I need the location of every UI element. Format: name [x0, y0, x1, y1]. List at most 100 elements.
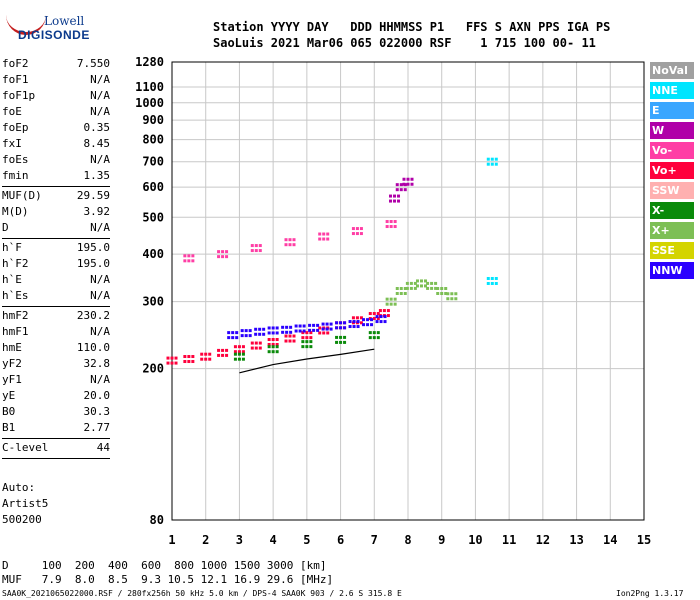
- data-point: [386, 309, 390, 313]
- data-point: [312, 328, 316, 332]
- data-point: [309, 331, 313, 335]
- data-point: [486, 157, 490, 161]
- data-point: [187, 360, 191, 364]
- data-point: [450, 292, 454, 296]
- data-point: [281, 325, 285, 329]
- data-point: [262, 327, 266, 331]
- data-point: [308, 328, 312, 332]
- data-point: [237, 357, 241, 361]
- data-point: [440, 292, 444, 295]
- data-point: [385, 220, 389, 224]
- param-label: fxI: [2, 137, 22, 150]
- data-point: [217, 255, 221, 259]
- data-point: [329, 322, 333, 326]
- data-point: [231, 336, 235, 340]
- data-point: [399, 287, 403, 290]
- param-row: M(D) 3.92: [2, 204, 110, 220]
- data-point: [383, 315, 387, 319]
- data-point: [454, 297, 458, 301]
- data-point: [444, 287, 448, 290]
- data-point: [275, 326, 279, 330]
- data-point: [329, 327, 333, 331]
- data-point: [250, 244, 254, 248]
- data-point: [419, 279, 423, 283]
- data-point: [486, 162, 490, 166]
- data-point: [385, 302, 389, 306]
- data-point: [426, 281, 430, 285]
- data-point: [191, 360, 195, 364]
- data-point: [415, 284, 419, 288]
- data-point: [322, 237, 326, 241]
- data-point: [305, 345, 309, 349]
- data-point: [490, 157, 494, 161]
- data-point: [254, 346, 258, 350]
- data-point: [494, 276, 498, 280]
- param-label: h`E: [2, 273, 22, 286]
- data-point: [402, 177, 406, 181]
- data-point: [372, 336, 376, 340]
- param-label: C-level: [2, 441, 49, 454]
- data-point: [200, 357, 204, 361]
- data-point: [348, 325, 352, 329]
- data-point: [446, 292, 450, 296]
- y-tick-label: 500: [142, 210, 164, 224]
- param-separator: [2, 238, 110, 239]
- x-tick-label: 10: [468, 533, 482, 547]
- data-point: [244, 334, 248, 338]
- data-point: [321, 322, 325, 326]
- data-point: [366, 318, 370, 322]
- data-point: [292, 238, 296, 242]
- legend: NoVal NNE E W Vo- Vo+ SSW X- X+ SSE NNW: [650, 62, 694, 282]
- data-point: [343, 335, 347, 339]
- param-row: hmE 110.0: [2, 340, 110, 356]
- param-label: foE: [2, 105, 22, 118]
- data-point: [389, 302, 393, 306]
- data-point: [397, 199, 401, 203]
- data-point: [240, 329, 244, 333]
- param-row: h`Es N/A: [2, 288, 110, 304]
- data-point: [288, 243, 292, 247]
- data-point: [316, 323, 320, 327]
- data-point: [241, 352, 245, 356]
- data-point: [258, 327, 262, 331]
- data-point: [305, 340, 309, 344]
- data-point: [284, 238, 288, 242]
- data-point: [301, 345, 305, 349]
- data-point: [393, 302, 397, 306]
- param-label: foF1p: [2, 89, 36, 102]
- param-row: foF1p N/A: [2, 88, 110, 104]
- data-point: [275, 337, 279, 341]
- data-point: [326, 237, 330, 241]
- param-label: yE: [2, 389, 16, 402]
- data-point: [298, 324, 302, 328]
- data-point: [494, 162, 498, 166]
- data-point: [326, 232, 330, 236]
- x-tick-label: 8: [404, 533, 411, 547]
- param-label: yF2: [2, 357, 22, 370]
- data-point: [275, 350, 279, 354]
- param-label: hmE: [2, 341, 22, 354]
- data-point: [318, 331, 322, 335]
- x-tick-label: 12: [536, 533, 550, 547]
- param-value: N/A: [90, 73, 110, 86]
- data-point: [288, 334, 292, 338]
- data-point: [389, 225, 393, 229]
- data-point: [339, 321, 343, 325]
- data-point: [227, 331, 231, 335]
- data-point: [403, 292, 407, 295]
- data-point: [235, 331, 239, 335]
- x-tick-label: 2: [202, 533, 209, 547]
- data-point: [359, 232, 363, 236]
- data-point: [174, 361, 178, 365]
- legend-entry: E: [650, 102, 694, 119]
- data-point: [409, 281, 413, 285]
- data-point: [399, 292, 403, 295]
- data-point: [267, 331, 271, 335]
- data-point: [237, 352, 241, 356]
- x-tick-label: 4: [270, 533, 277, 547]
- data-point: [309, 336, 313, 340]
- data-point: [403, 287, 407, 290]
- legend-entry: Vo-: [650, 142, 694, 159]
- data-point: [352, 325, 356, 329]
- data-point: [434, 281, 438, 285]
